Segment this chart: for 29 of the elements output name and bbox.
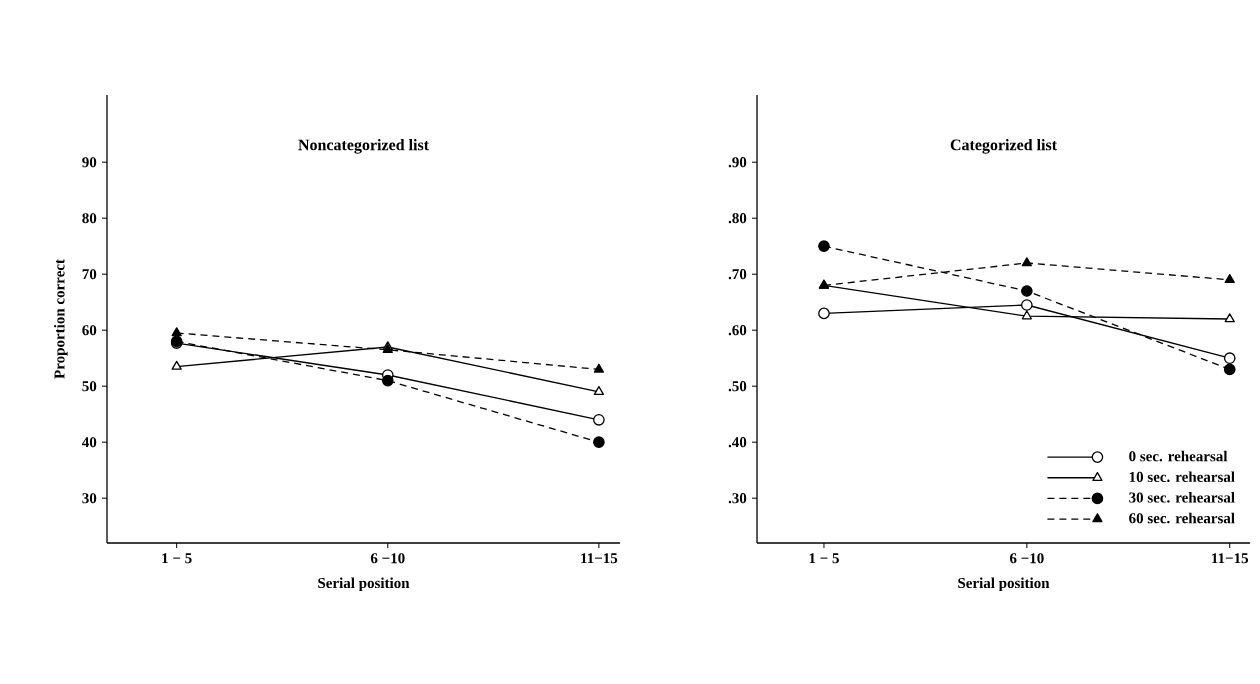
x-tick-label: 6 −10 xyxy=(1009,553,1044,564)
x-tick-label: 11−15 xyxy=(581,553,618,564)
y-tick-label: 80 xyxy=(82,213,97,224)
x-axis-title: Serial position xyxy=(958,577,1050,592)
y-tick-label: .50 xyxy=(728,381,747,392)
y-tick-label: 40 xyxy=(82,437,97,448)
x-tick-label: 1 − 5 xyxy=(809,553,839,564)
text: Noncategorized list xyxy=(298,139,429,154)
text: Categorized list xyxy=(950,139,1057,154)
y-tick-label: .40 xyxy=(728,437,747,448)
y-tick-label: 30 xyxy=(82,493,97,504)
y-tick-label: 50 xyxy=(82,381,97,392)
y-tick-label: 60 xyxy=(82,325,97,336)
y-tick-label: .60 xyxy=(728,325,747,336)
legend-label: 60 sec. rehearsal xyxy=(1129,512,1235,524)
x-tick-label: 6 −10 xyxy=(370,553,405,564)
legend-label: 30 sec. rehearsal xyxy=(1129,492,1235,503)
y-tick-label: .30 xyxy=(728,493,747,504)
y-tick-label: 90 xyxy=(82,157,97,168)
x-tick-label: 11−15 xyxy=(1212,553,1249,564)
legend-label: 0 sec. rehearsal xyxy=(1129,450,1228,462)
y-tick-label: .90 xyxy=(728,157,747,168)
y-tick-label: .80 xyxy=(728,213,747,224)
x-tick-label: 1 − 5 xyxy=(162,553,192,564)
y-tick-label: 70 xyxy=(82,269,97,280)
x-axis-title: Serial position xyxy=(318,577,410,592)
y-axis-title: Proportion correct xyxy=(54,259,68,379)
legend-label: 10 sec. rehearsal xyxy=(1129,471,1235,483)
y-tick-label: .70 xyxy=(728,269,747,280)
